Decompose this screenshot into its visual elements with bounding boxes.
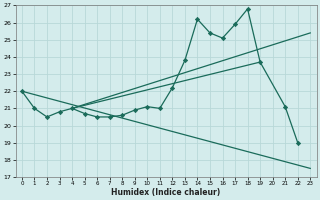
- X-axis label: Humidex (Indice chaleur): Humidex (Indice chaleur): [111, 188, 221, 197]
